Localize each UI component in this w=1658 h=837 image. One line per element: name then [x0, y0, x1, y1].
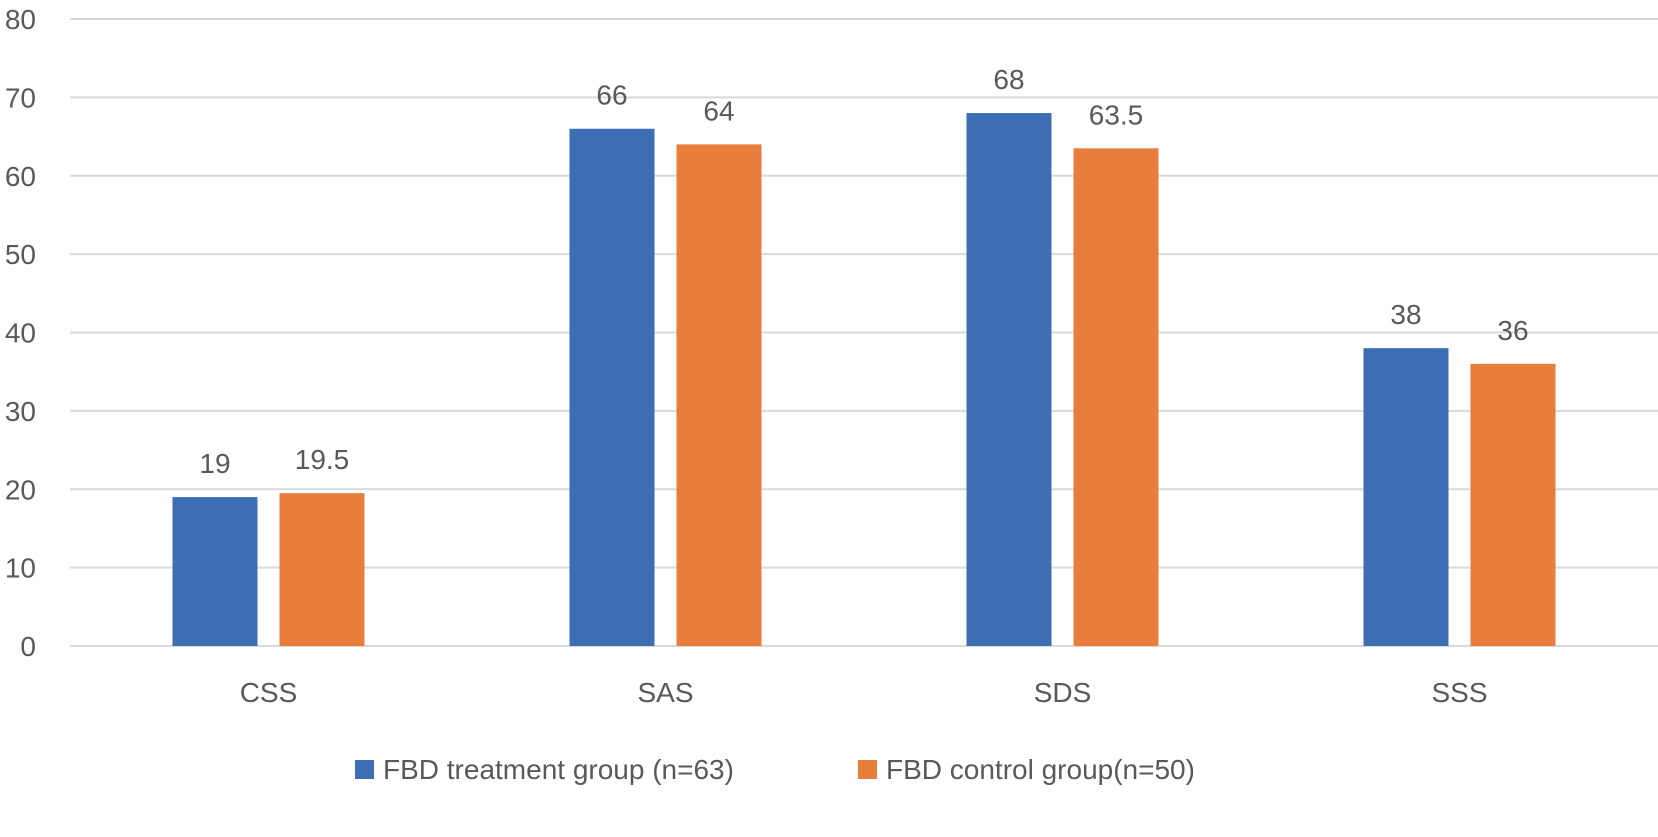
bar-css-series-2: [279, 493, 365, 646]
data-label: 38: [1390, 299, 1421, 330]
category-label-sds: SDS: [1034, 677, 1092, 708]
bars: [172, 113, 1556, 647]
bar-sas-series-2: [676, 144, 762, 646]
data-label: 68: [993, 64, 1024, 95]
data-label: 66: [596, 80, 627, 111]
data-label: 64: [703, 95, 734, 126]
category-label-sas: SAS: [637, 677, 693, 708]
bar-sas-series-1: [569, 128, 655, 647]
legend: FBD treatment group (n=63) FBD control gr…: [355, 754, 1195, 785]
y-tick-label: 70: [5, 82, 36, 113]
data-labels: 19 19.5 66 64 68 63.5 38 36: [199, 64, 1528, 479]
y-tick-label: 80: [5, 4, 36, 35]
category-label-sss: SSS: [1431, 677, 1487, 708]
data-label: 63.5: [1089, 99, 1144, 130]
data-label: 19: [199, 448, 230, 479]
y-tick-label: 0: [20, 631, 36, 662]
legend-label-series-2: FBD control group(n=50): [886, 754, 1195, 785]
y-tick-label: 50: [5, 239, 36, 270]
bar-sss-series-2: [1470, 363, 1556, 646]
y-tick-label: 20: [5, 474, 36, 505]
data-label: 19.5: [295, 444, 350, 475]
y-tick-label: 10: [5, 553, 36, 584]
y-tick-label: 30: [5, 396, 36, 427]
legend-swatch-series-1: [355, 760, 374, 779]
y-axis-tick-labels: 0 10 20 30 40 50 60 70 80: [5, 4, 36, 662]
bar-sds-series-1: [966, 113, 1052, 647]
category-label-css: CSS: [240, 677, 298, 708]
bar-css-series-1: [172, 497, 258, 646]
bar-sds-series-2: [1073, 148, 1159, 646]
y-tick-label: 40: [5, 318, 36, 349]
legend-swatch-series-2: [858, 760, 877, 779]
y-tick-label: 60: [5, 161, 36, 192]
x-axis-category-labels: CSS SAS SDS SSS: [240, 677, 1488, 708]
bar-sss-series-1: [1363, 348, 1449, 646]
data-label: 36: [1497, 315, 1528, 346]
legend-label-series-1: FBD treatment group (n=63): [383, 754, 734, 785]
